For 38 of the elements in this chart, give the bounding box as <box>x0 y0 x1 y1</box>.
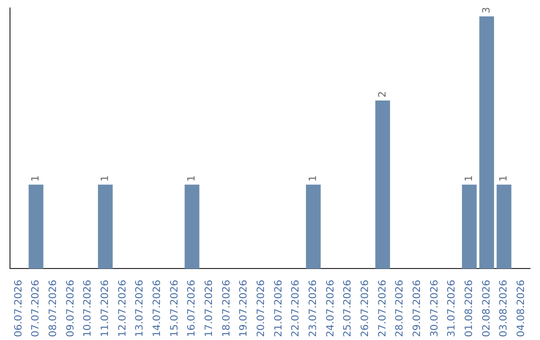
x-tick-label: 01.08.2026 <box>464 280 475 338</box>
x-tick-label: 12.07.2026 <box>117 280 128 338</box>
data-label: 1 <box>464 175 475 182</box>
x-tick-label: 07.07.2026 <box>30 280 42 338</box>
x-tick-label: 04.08.2026 <box>516 280 527 338</box>
x-tick-label: 20.07.2026 <box>256 280 267 338</box>
x-tick-label: 28.07.2026 <box>394 280 406 338</box>
data-label: 1 <box>186 175 198 182</box>
x-tick-label: 15.07.2026 <box>169 280 180 338</box>
x-tick-label: 16.07.2026 <box>186 280 198 338</box>
x-tick-label: 13.07.2026 <box>134 280 146 338</box>
data-label: 3 <box>481 7 492 14</box>
x-tick-label: 10.07.2026 <box>82 280 94 338</box>
x-tick-label: 02.08.2026 <box>481 280 492 338</box>
x-tick-label: 26.07.2026 <box>360 280 371 338</box>
data-label: 1 <box>498 175 510 182</box>
data-label: 1 <box>30 175 42 182</box>
x-tick-label: 30.07.2026 <box>429 280 440 338</box>
x-tick-label: 03.08.2026 <box>498 280 510 338</box>
x-tick-label: 06.07.2026 <box>13 280 24 338</box>
x-tick-label: 19.07.2026 <box>238 280 250 338</box>
data-label: 2 <box>377 91 388 98</box>
x-tick-label: 22.07.2026 <box>290 280 302 338</box>
x-tick-label: 21.07.2026 <box>273 280 284 338</box>
x-tick-label: 23.07.2026 <box>308 280 319 338</box>
x-tick-label: 31.07.2026 <box>446 280 458 338</box>
x-tick-label: 08.07.2026 <box>48 280 59 338</box>
data-label: 1 <box>100 175 111 182</box>
x-tick-label: 09.07.2026 <box>65 280 76 338</box>
x-tick-label: 11.07.2026 <box>100 280 111 338</box>
x-tick-label: 29.07.2026 <box>412 280 423 338</box>
x-tick-label: 27.07.2026 <box>377 280 388 338</box>
x-tick-label: 18.07.2026 <box>221 280 232 338</box>
x-tick-label: 25.07.2026 <box>342 280 354 338</box>
data-label: 1 <box>308 175 319 182</box>
x-tick-label: 17.07.2026 <box>204 280 215 338</box>
x-tick-label: 14.07.2026 <box>152 280 163 338</box>
x-tick-label: 24.07.2026 <box>325 280 336 338</box>
